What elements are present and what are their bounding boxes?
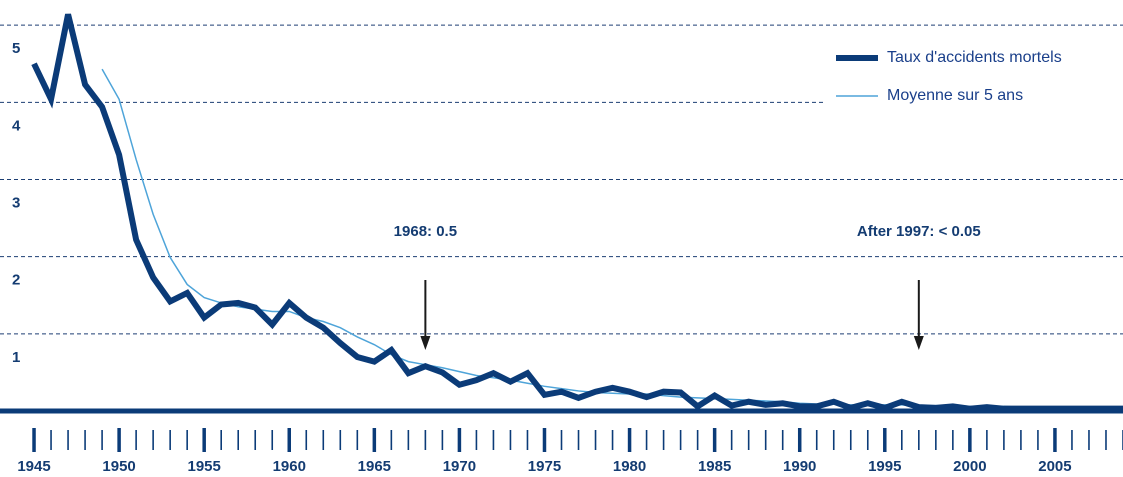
annotation: After 1997: < 0.05 <box>857 223 981 240</box>
legend-label: Taux d'accidents mortels <box>887 49 1062 66</box>
x-tick-label: 2000 <box>953 458 986 475</box>
y-tick-label: 5 <box>12 40 20 57</box>
x-tick-label: 2005 <box>1038 458 1071 475</box>
legend-box <box>825 40 1123 115</box>
y-tick-label: 4 <box>12 117 21 134</box>
x-tick-label: 1955 <box>187 458 220 475</box>
y-tick-label: 3 <box>12 194 20 211</box>
x-tick-label: 1980 <box>613 458 646 475</box>
x-tick-label: 1970 <box>443 458 476 475</box>
x-tick-label: 1960 <box>273 458 306 475</box>
y-tick-label: 2 <box>12 272 20 289</box>
annotation: 1968: 0.5 <box>394 223 457 240</box>
x-tick-label: 1985 <box>698 458 731 475</box>
x-tick-label: 1975 <box>528 458 561 475</box>
y-tick-label: 1 <box>12 349 20 366</box>
legend-label: Moyenne sur 5 ans <box>887 87 1023 104</box>
x-tick-label: 1965 <box>358 458 391 475</box>
x-tick-label: 1990 <box>783 458 816 475</box>
arrow-head <box>913 336 924 350</box>
x-tick-label: 1995 <box>868 458 901 475</box>
data-line <box>31 13 1123 412</box>
arrow-head <box>420 336 431 350</box>
x-tick-label: 1950 <box>102 458 135 475</box>
x-tick-label: 1945 <box>17 458 50 475</box>
